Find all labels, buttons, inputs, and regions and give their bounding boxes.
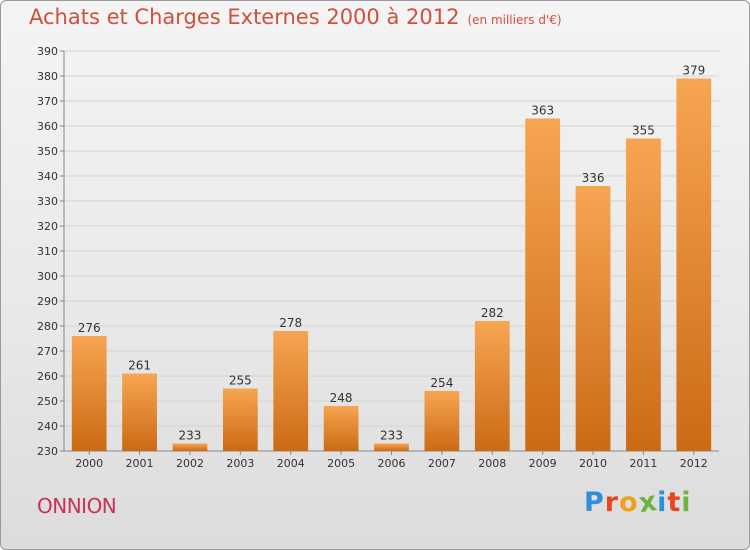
logo-letter: P [584, 487, 605, 518]
y-tick-label: 290 [37, 295, 58, 308]
x-tick-label: 2009 [529, 457, 557, 470]
x-tick-label: 2005 [327, 457, 355, 470]
y-tick-label: 370 [37, 95, 58, 108]
logo-letter: t [667, 487, 682, 518]
bar-2012 [676, 78, 712, 451]
logo-letter: i [681, 487, 692, 518]
commune-name: ONNION [37, 494, 117, 518]
x-tick-label: 2003 [226, 457, 254, 470]
data-label-2012: 379 [682, 64, 705, 78]
axes [60, 50, 719, 455]
x-tick-label: 2000 [75, 457, 103, 470]
y-tick-label: 380 [37, 70, 58, 83]
bar-2005 [323, 406, 359, 451]
data-label-2011: 355 [632, 124, 655, 138]
data-label-2010: 336 [582, 171, 605, 185]
bars [71, 78, 712, 451]
bar-2004 [273, 331, 309, 451]
chart-title: Achats et Charges Externes 2000 à 2012 [29, 5, 460, 29]
data-label-2001: 261 [128, 359, 151, 373]
y-tick-label: 260 [37, 370, 58, 383]
data-label-2003: 255 [229, 374, 252, 388]
y-tick-label: 390 [37, 45, 58, 58]
bar-2009 [525, 118, 561, 451]
bar-2011 [626, 138, 661, 451]
x-tick-label: 2008 [478, 457, 506, 470]
logo-letter: x [636, 485, 660, 520]
y-tick-label: 320 [37, 220, 58, 233]
grid-lines [64, 50, 719, 452]
y-tick-label: 300 [37, 270, 58, 283]
data-label-2007: 254 [430, 376, 453, 390]
data-label-2005: 248 [330, 391, 353, 405]
x-tick-label: 2001 [126, 457, 154, 470]
y-tick-label: 340 [37, 170, 58, 183]
logo-letter: r [604, 487, 620, 518]
data-label-2009: 363 [531, 104, 554, 118]
x-tick-label: 2004 [277, 457, 305, 470]
bar-2006 [374, 443, 409, 451]
y-tick-label: 280 [37, 320, 58, 333]
x-tick-label: 2010 [579, 457, 607, 470]
data-label-2002: 233 [179, 429, 202, 443]
y-tick-label: 240 [37, 420, 58, 433]
x-tick-label: 2011 [629, 457, 657, 470]
data-label-2000: 276 [78, 321, 101, 335]
bar-2007 [424, 391, 460, 451]
title-row: Achats et Charges Externes 2000 à 2012 (e… [29, 5, 562, 29]
proxiti-logo: Proxiti [584, 485, 692, 520]
bar-2003 [222, 388, 258, 451]
data-label-2004: 278 [279, 316, 302, 330]
x-tick-label: 2006 [378, 457, 406, 470]
chart-subtitle: (en milliers d'€) [467, 13, 562, 27]
data-label-2006: 233 [380, 429, 403, 443]
y-tick-label: 250 [37, 395, 58, 408]
logo-letter: i [657, 487, 668, 518]
y-tick-label: 270 [37, 345, 58, 358]
bar-2008 [474, 321, 510, 451]
bar-2010 [575, 186, 611, 451]
bar-2002 [172, 443, 208, 451]
y-tick-label: 350 [37, 145, 58, 158]
y-tick-label: 310 [37, 245, 58, 258]
x-tick-label: 2002 [176, 457, 204, 470]
data-label-2008: 282 [481, 306, 504, 320]
logo-letter: o [619, 487, 639, 518]
y-tick-label: 230 [37, 445, 58, 458]
bar-2000 [71, 336, 107, 451]
bar-2001 [122, 373, 157, 451]
y-tick-label: 360 [37, 120, 58, 133]
x-tick-label: 2012 [680, 457, 708, 470]
x-tick-label: 2007 [428, 457, 456, 470]
labels: 230 240 250 260 270 280 290 300 310 320 330 340 350 3… [37, 45, 708, 470]
y-tick-label: 330 [37, 195, 58, 208]
